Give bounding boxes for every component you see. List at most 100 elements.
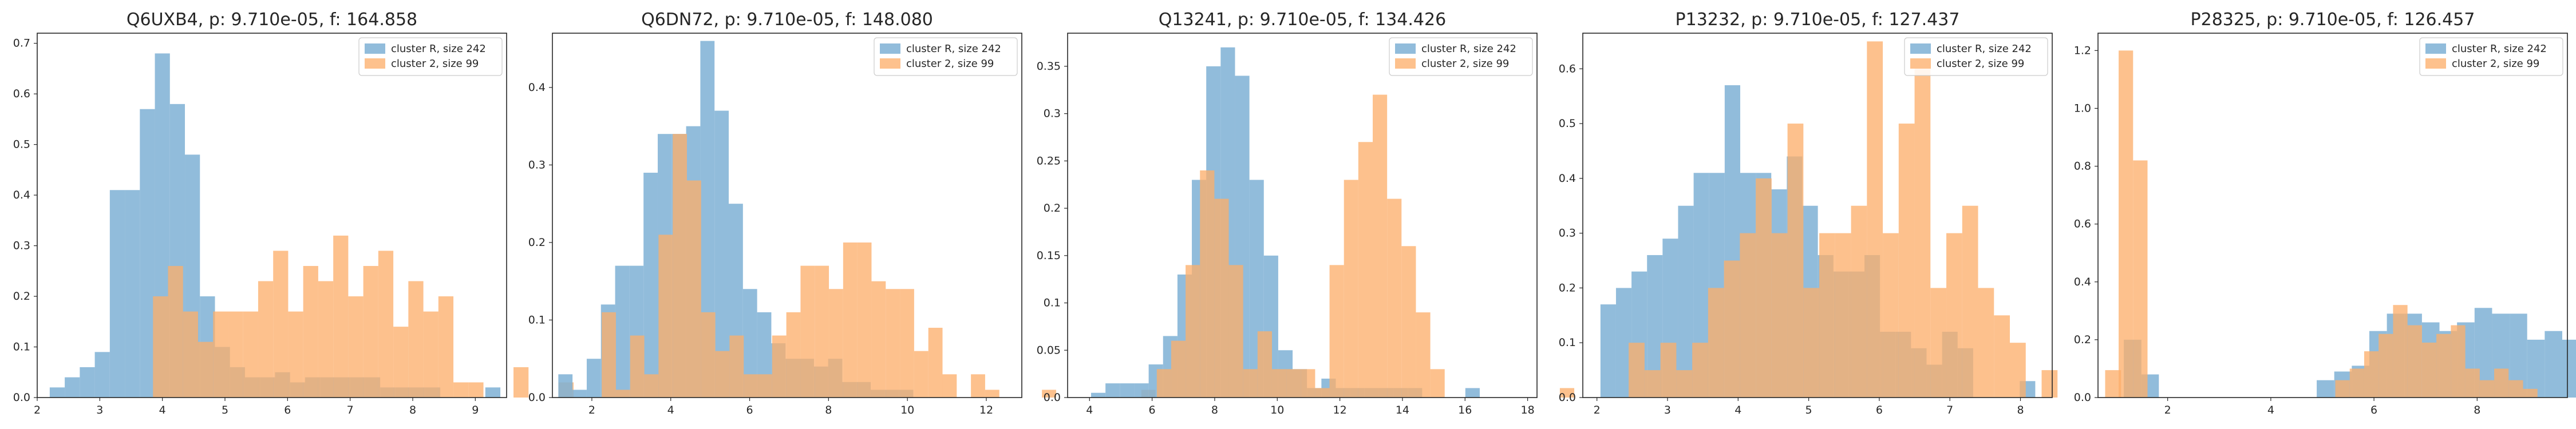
x-tick-label: 9 bbox=[472, 404, 479, 416]
legend-swatch bbox=[1910, 58, 1931, 69]
histogram-bar bbox=[1867, 41, 1883, 398]
histogram-bar bbox=[815, 265, 829, 398]
y-tick-label: 0.5 bbox=[1559, 117, 1576, 130]
histogram-bar bbox=[714, 110, 729, 398]
histogram-bar bbox=[942, 374, 957, 398]
histogram-bar bbox=[1344, 180, 1358, 398]
legend-label: cluster 2, size 99 bbox=[1937, 58, 2024, 70]
x-tick-label: 2 bbox=[34, 404, 41, 416]
x-tick-label: 7 bbox=[1946, 404, 1953, 416]
histogram-bar bbox=[586, 359, 601, 398]
histogram-bar bbox=[1740, 233, 1756, 398]
histogram-bar bbox=[303, 265, 318, 398]
series-2-bars bbox=[153, 235, 574, 398]
series-2-bars bbox=[602, 134, 1156, 398]
y-tick-label: 0.25 bbox=[1037, 154, 1061, 167]
legend-label: cluster R, size 242 bbox=[1421, 43, 1516, 55]
histogram-bar bbox=[1387, 198, 1402, 398]
histogram-bar bbox=[744, 374, 758, 398]
y-tick-label: 0.1 bbox=[13, 341, 30, 353]
histogram-bar bbox=[1692, 343, 1708, 398]
histogram-bar bbox=[2349, 368, 2364, 398]
histogram-bar bbox=[2317, 380, 2334, 398]
legend-swatch bbox=[2425, 43, 2446, 54]
chart-title: Q6UXB4, p: 9.710e-05, f: 164.858 bbox=[127, 10, 417, 30]
histogram-bar bbox=[408, 281, 424, 398]
histogram-bar bbox=[1676, 370, 1693, 398]
x-tick-label: 10 bbox=[900, 404, 914, 416]
y-tick-label: 0.4 bbox=[1559, 172, 1576, 185]
histogram-bar bbox=[1678, 205, 1694, 398]
histogram-bar bbox=[673, 134, 687, 398]
x-tick-label: 7 bbox=[347, 404, 354, 416]
histogram-bar bbox=[715, 351, 730, 398]
histogram-bar bbox=[900, 289, 914, 398]
histogram-bar bbox=[258, 281, 274, 398]
histogram-bar bbox=[2465, 368, 2480, 398]
histogram-bar bbox=[701, 312, 716, 398]
histogram-bar bbox=[2105, 370, 2121, 398]
histogram-bar bbox=[558, 374, 573, 398]
y-tick-label: 0.35 bbox=[1037, 60, 1061, 73]
legend-swatch bbox=[1395, 58, 1416, 69]
histogram-bar bbox=[1105, 383, 1120, 398]
x-tick-label: 6 bbox=[1149, 404, 1156, 416]
x-tick-label: 8 bbox=[409, 404, 416, 416]
legend-label: cluster R, size 242 bbox=[906, 43, 1001, 55]
y-tick-label: 0.0 bbox=[528, 391, 546, 404]
histogram-bar bbox=[2523, 388, 2538, 398]
histogram-bar bbox=[1978, 288, 1994, 398]
histogram-bar bbox=[1416, 312, 1431, 398]
histogram-bar bbox=[2508, 380, 2523, 398]
histogram-bar bbox=[1430, 369, 1445, 398]
histogram-bar bbox=[1186, 265, 1200, 398]
legend-label: cluster 2, size 99 bbox=[906, 58, 994, 70]
histogram-bar bbox=[1214, 198, 1229, 398]
y-tick-label: 0.3 bbox=[528, 158, 546, 171]
histogram-bar bbox=[1883, 233, 1899, 398]
x-tick-label: 18 bbox=[1521, 404, 1535, 416]
histogram-bar bbox=[843, 242, 858, 398]
histogram-bar bbox=[423, 311, 438, 398]
histogram-bar bbox=[1171, 340, 1186, 398]
histogram-bar bbox=[1914, 69, 1931, 398]
x-tick-label: 10 bbox=[1270, 404, 1284, 416]
y-tick-label: 0.3 bbox=[13, 240, 30, 252]
histogram-bar bbox=[1708, 288, 1724, 398]
y-tick-label: 0.8 bbox=[2074, 160, 2091, 173]
histogram-bar bbox=[197, 341, 214, 398]
histogram-bar bbox=[857, 242, 872, 398]
x-tick-label: 3 bbox=[1664, 404, 1671, 416]
histogram-bar bbox=[2479, 380, 2495, 398]
y-tick-label: 0.2 bbox=[1044, 202, 1061, 214]
histogram-bar bbox=[630, 335, 645, 398]
histogram-bar bbox=[1962, 205, 1978, 398]
histogram-bar bbox=[125, 190, 140, 398]
histogram-bar bbox=[2133, 160, 2148, 398]
legend-box bbox=[1389, 37, 1533, 76]
histogram-bar bbox=[2335, 380, 2350, 398]
histogram-bar bbox=[1134, 383, 1149, 398]
x-tick-label: 6 bbox=[1876, 404, 1883, 416]
histogram-bar bbox=[1228, 265, 1243, 398]
histogram-bar bbox=[1629, 343, 1645, 398]
histogram-bar bbox=[729, 335, 744, 398]
x-tick-label: 2 bbox=[588, 404, 595, 416]
histogram-bar bbox=[485, 387, 501, 398]
histogram-bar bbox=[333, 235, 349, 398]
histogram-bar bbox=[1373, 94, 1388, 398]
x-tick-label: 8 bbox=[825, 404, 832, 416]
histogram-bar bbox=[1835, 233, 1851, 398]
y-tick-label: 0.6 bbox=[1559, 62, 1576, 75]
y-tick-label: 0.0 bbox=[2074, 391, 2091, 404]
histogram-bar bbox=[2527, 339, 2545, 398]
histogram-bar bbox=[1042, 390, 1056, 398]
histogram-bar bbox=[829, 289, 843, 398]
histogram-bar bbox=[49, 387, 65, 398]
legend-label: cluster R, size 242 bbox=[391, 43, 486, 55]
histogram-bar bbox=[213, 311, 228, 398]
histogram-bar bbox=[1819, 233, 1835, 398]
x-tick-label: 6 bbox=[746, 404, 753, 416]
y-tick-label: 0.0 bbox=[1044, 391, 1061, 404]
legend: cluster R, size 242 cluster 2, size 99 bbox=[874, 37, 1018, 76]
